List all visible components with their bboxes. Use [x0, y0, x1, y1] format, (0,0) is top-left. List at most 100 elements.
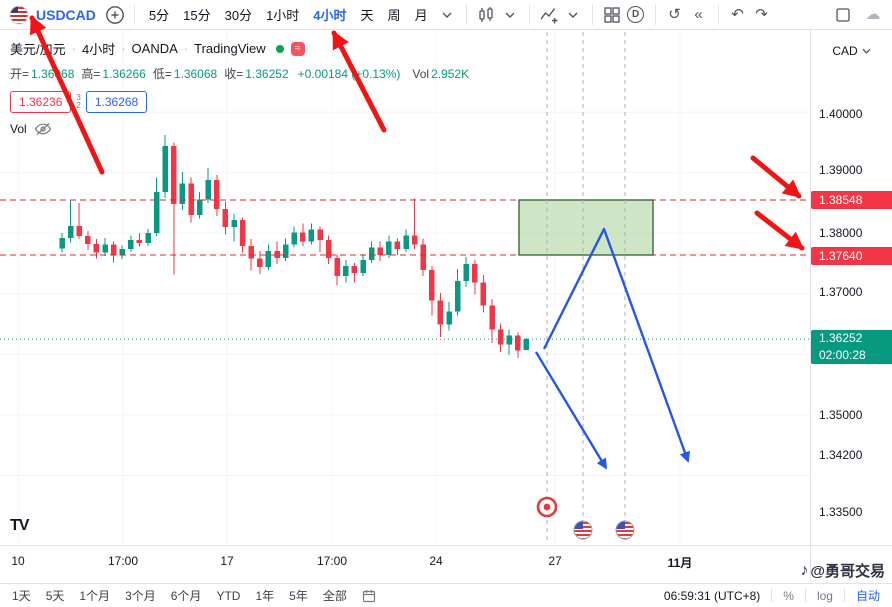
legend-interval: 4小时 [81, 42, 116, 57]
countdown-timer: 02:00:28 [819, 348, 866, 362]
interval-5min[interactable]: 5分 [148, 8, 170, 23]
price-scale-label: 1.38000 [819, 226, 863, 240]
legend-platform: TradingView [194, 41, 266, 56]
time-axis-label: 17:00 [316, 554, 348, 568]
log-scale-button[interactable]: log [816, 588, 833, 603]
time-axis-label: 24 [429, 554, 443, 568]
clock-time[interactable]: 06:59:31 (UTC+8) [663, 588, 761, 603]
toolbar-divider [528, 4, 530, 25]
market-open-dot-icon [275, 44, 284, 53]
buy-price-button[interactable]: 1.36268 [85, 91, 148, 113]
chart-legend: 美元/加元 · 4小时 · OANDA · TradingView ≈ 开= 1.… [10, 39, 474, 136]
interval-week[interactable]: 周 [387, 8, 401, 23]
interval-15min[interactable]: 15分 [183, 8, 211, 23]
symbol-name[interactable]: USDCAD [36, 6, 96, 23]
percent-scale-button[interactable]: % [783, 588, 794, 603]
rewind-icon[interactable]: « [694, 6, 703, 23]
open-value: 1.36068 [31, 66, 75, 81]
interval-4hour[interactable]: 4小时 [313, 8, 347, 23]
sell-price-button[interactable]: 1.36236 [10, 91, 72, 113]
interval-chevron-icon[interactable] [436, 3, 458, 27]
open-label: 开= [10, 67, 30, 81]
price-scale-label: 1.35000 [819, 408, 863, 422]
range-3month[interactable]: 3个月 [125, 589, 156, 603]
toolbar-divider [654, 4, 656, 25]
toolbar-divider [804, 589, 806, 602]
interval-day[interactable]: 天 [360, 8, 374, 23]
indicators-chevron-icon[interactable] [562, 3, 584, 27]
price-scale-currency[interactable]: CAD [811, 44, 892, 58]
chart-area[interactable]: 美元/加元 · 4小时 · OANDA · TradingView ≈ 开= 1.… [0, 30, 810, 545]
toolbar-divider [465, 4, 467, 25]
eye-slash-icon[interactable] [34, 122, 52, 136]
price-scale-label: 1.33500 [819, 505, 863, 519]
chart-style-chevron-icon[interactable] [499, 3, 521, 27]
chart-canvas[interactable] [0, 30, 810, 545]
close-label: 收= [224, 67, 244, 81]
time-axis[interactable]: 10 17:00 17 17:00 24 27 11月 [0, 545, 892, 583]
tradingview-logo[interactable]: TV [10, 517, 29, 534]
watermark-text: @勇哥交易 [810, 563, 885, 580]
economic-event-canada-icon [536, 496, 558, 518]
currency-chevron-icon [862, 48, 871, 54]
layout-grid-icon[interactable] [601, 3, 623, 27]
go-to-date-calendar-icon[interactable] [362, 589, 376, 603]
change-value: +0.00184 (+0.13%) [297, 66, 401, 81]
high-label: 高= [81, 67, 101, 81]
add-symbol-icon[interactable] [104, 3, 126, 27]
cloud-save-icon[interactable]: ☁ [865, 6, 881, 23]
pink-wave-icon: ≈ [290, 41, 305, 56]
toolbar-divider [843, 589, 845, 602]
economic-event-us-icon [615, 520, 635, 540]
economic-event-us-icon [573, 520, 593, 540]
time-axis-label: 17 [220, 554, 234, 568]
fullscreen-icon[interactable] [832, 3, 854, 27]
supply-zone-box [518, 199, 654, 256]
range-all[interactable]: 全部 [322, 589, 347, 603]
low-label: 低= [152, 67, 172, 81]
tiktok-note-icon: ♪ [800, 561, 809, 579]
range-ytd[interactable]: YTD [216, 588, 241, 603]
symbol-flag-icon [8, 3, 30, 27]
range-1year[interactable]: 1年 [255, 589, 275, 603]
volume-label: Vol [412, 66, 430, 81]
range-5year[interactable]: 5年 [289, 589, 308, 603]
toolbar-divider [717, 4, 719, 25]
toolbar-divider [771, 589, 773, 602]
interval-30min[interactable]: 30分 [224, 8, 253, 23]
range-1month[interactable]: 1个月 [79, 589, 111, 603]
toolbar-divider [591, 4, 593, 25]
price-scale-label: 1.34200 [819, 448, 863, 462]
volume-value: 2.952K [431, 66, 470, 81]
interval-1hour[interactable]: 1小时 [266, 8, 300, 23]
layout-d-icon[interactable]: D [625, 3, 647, 27]
pair-name: 美元/加元 [10, 42, 66, 57]
projection-arrow [534, 351, 608, 470]
undo-icon[interactable]: ↶ [731, 6, 744, 23]
price-scale-label: 1.40000 [819, 107, 863, 121]
watermark: ♪ @勇哥交易 [800, 560, 885, 581]
redo-icon[interactable]: ↷ [755, 6, 768, 23]
spread-value: 3 2 [76, 93, 81, 110]
current-price-value: 1.36252 [819, 331, 863, 345]
price-scale[interactable]: CAD 1.40000 1.39000 1.38548 1.38000 1.37640 1… [810, 30, 892, 545]
legend-title-row[interactable]: 美元/加元 · 4小时 · OANDA · TradingView ≈ [10, 39, 474, 58]
separator-dot: · [183, 41, 189, 56]
separator-dot: · [121, 41, 126, 56]
volume-indicator-row: Vol [10, 122, 474, 136]
current-price-label: 1.36252 02:00:28 [811, 330, 892, 364]
auto-scale-button[interactable]: 自动 [855, 589, 880, 603]
indicators-icon[interactable] [538, 3, 560, 27]
low-value: 1.36068 [173, 66, 218, 81]
bottom-toolbar: 1天 5天 1个月 3个月 6个月 YTD 1年 5年 全部 06:59:31 … [0, 583, 892, 607]
range-5day[interactable]: 5天 [45, 589, 65, 603]
legend-exchange: OANDA [131, 41, 178, 56]
time-axis-label: 11月 [667, 556, 693, 570]
candle-style-icon[interactable] [475, 3, 497, 27]
range-1day[interactable]: 1天 [12, 589, 31, 603]
top-toolbar: USDCAD 5分 15分 30分 1小时 4小时 天 周 月 D ↺ « ↶ … [0, 0, 892, 30]
range-6month[interactable]: 6个月 [170, 589, 202, 603]
high-value: 1.36266 [102, 66, 146, 81]
interval-month[interactable]: 月 [414, 8, 428, 23]
bar-replay-icon[interactable]: ↺ [668, 6, 681, 23]
